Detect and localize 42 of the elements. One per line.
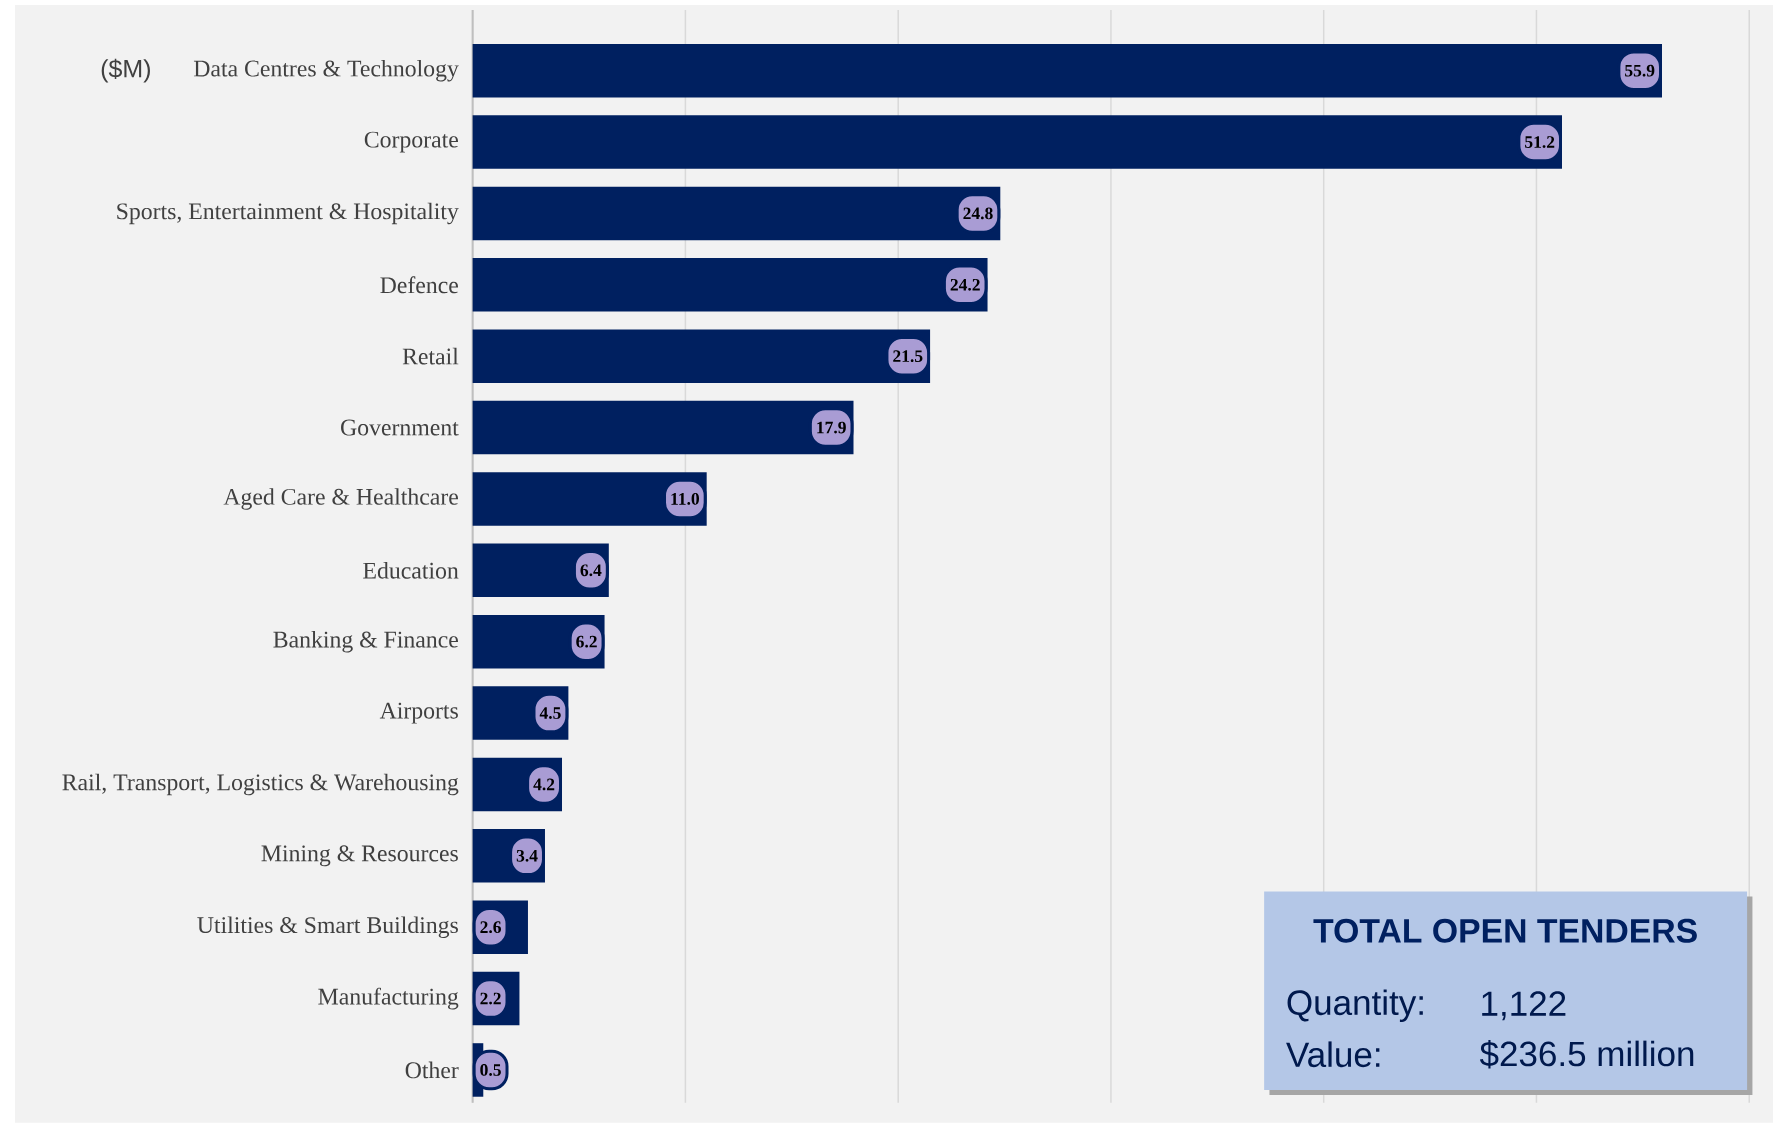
bar — [472, 115, 1562, 169]
text: ($M) — [101, 58, 150, 83]
data-label: 24.8 — [963, 207, 993, 220]
annotation: TOTAL OPEN TENDERS — [1313, 918, 1697, 943]
data-label: 17.9 — [817, 421, 846, 434]
y-tick-label: Utilities & Smart Buildings — [197, 916, 458, 938]
y-tick-label: Other — [405, 1061, 459, 1079]
y-tick-label: Corporate — [364, 131, 458, 153]
y-tick-label: Rail, Transport, Logistics & Warehousing — [62, 773, 459, 796]
data-label: 4.2 — [533, 778, 555, 791]
data-label: 0.5 — [480, 1063, 501, 1076]
y-tick-label: Banking & Finance — [273, 630, 458, 653]
y-tick-label: Defence — [380, 276, 458, 294]
annotation: $236.5 million — [1479, 1039, 1694, 1069]
y-tick-label: Aged Care & Healthcare — [223, 488, 458, 510]
annotation: 1,122 — [1482, 991, 1566, 1021]
data-label: 4.5 — [539, 707, 561, 719]
data-label: 11.0 — [671, 492, 700, 505]
y-tick-label: Sports, Entertainment & Hospitality — [117, 202, 459, 225]
annotation: Quantity: — [1287, 989, 1423, 1022]
data-label: 2.6 — [480, 921, 502, 933]
bar — [472, 43, 1662, 98]
y-tick-label: Data Centres & Technology — [193, 59, 459, 82]
data-label: 55.9 — [1625, 64, 1655, 77]
y-tick-label: Mining & Resources — [261, 845, 458, 867]
data-label: 24.2 — [950, 278, 980, 291]
y-tick-label: Education — [363, 561, 459, 579]
bar — [472, 186, 1001, 241]
data-label: 2.2 — [480, 992, 501, 1005]
data-label: 3.4 — [516, 849, 538, 862]
data-label: 6.2 — [576, 635, 597, 648]
y-tick-label: Airports — [379, 702, 458, 724]
bar — [472, 400, 854, 455]
bar — [472, 329, 931, 383]
annotation: Value: — [1286, 1041, 1380, 1067]
y-tick-label: Government — [341, 419, 459, 436]
data-label: 6.4 — [580, 564, 602, 577]
data-label: 21.5 — [893, 350, 923, 362]
y-tick-label: Manufacturing — [318, 987, 459, 1010]
bar — [472, 257, 988, 312]
y-tick-label: Retail — [402, 347, 459, 365]
data-label: 51.2 — [1525, 136, 1555, 148]
